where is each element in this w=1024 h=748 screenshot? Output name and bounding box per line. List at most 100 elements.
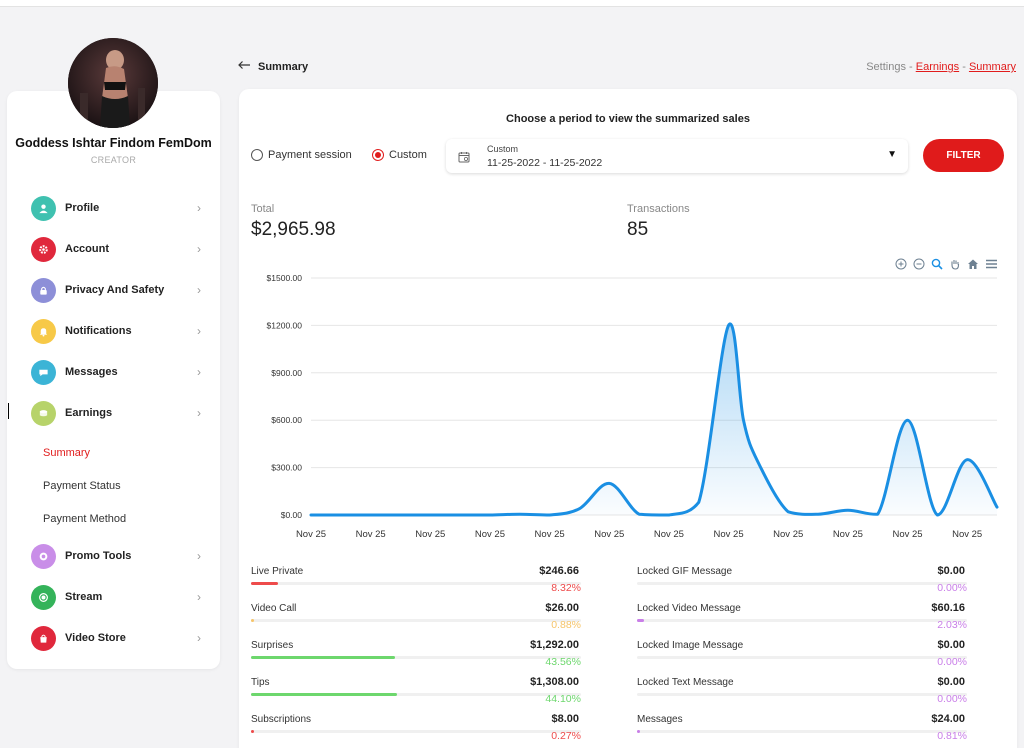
sidebar-item-account[interactable]: Account › bbox=[31, 236, 201, 262]
breakdown-name: Surprises bbox=[251, 640, 294, 651]
period-select[interactable]: Custom 11-25-2022 - 11-25-2022 ▼ bbox=[446, 139, 908, 173]
radio-circle bbox=[372, 149, 384, 161]
x-tick-label: Nov 25 bbox=[892, 529, 922, 540]
x-tick-label: Nov 25 bbox=[415, 529, 445, 540]
breadcrumb-earnings[interactable]: Earnings bbox=[915, 61, 960, 73]
sidebar-item-label: Stream bbox=[65, 591, 103, 603]
breakdown-name: Tips bbox=[251, 677, 270, 688]
chevron-right-icon: › bbox=[197, 365, 201, 379]
sidebar-item-privacy[interactable]: Privacy And Safety › bbox=[31, 277, 201, 303]
breakdown-name: Locked GIF Message bbox=[637, 566, 733, 577]
breakdown-percent: 0.00% bbox=[937, 693, 967, 705]
profile-role: CREATOR bbox=[90, 155, 137, 165]
summary-card: Choose a period to view the summarized s… bbox=[239, 89, 1017, 748]
breadcrumb-separator: - bbox=[959, 61, 969, 73]
avatar[interactable] bbox=[68, 38, 158, 128]
breakdown-fill bbox=[637, 619, 644, 622]
breakdown-track bbox=[637, 693, 967, 696]
radio-custom[interactable]: Custom bbox=[372, 149, 427, 161]
radio-label: Payment session bbox=[268, 149, 352, 161]
breakdown-name: Messages bbox=[637, 714, 683, 725]
breakdown-amount: $1,308.00 bbox=[530, 676, 579, 688]
sidebar-item-label: Profile bbox=[65, 202, 100, 214]
bell-icon bbox=[31, 318, 56, 344]
menu-icon[interactable] bbox=[984, 257, 998, 271]
chevron-right-icon: › bbox=[197, 242, 201, 256]
chevron-right-icon: › bbox=[197, 590, 201, 604]
chevron-right-icon: › bbox=[197, 324, 201, 338]
sidebar-item-stream[interactable]: Stream › bbox=[31, 584, 201, 610]
sidebar-item-promo-tools[interactable]: Promo Tools › bbox=[31, 543, 201, 569]
breakdown-name: Locked Video Message bbox=[637, 603, 741, 614]
user-icon bbox=[31, 195, 56, 221]
breakdown-percent: 0.00% bbox=[937, 656, 967, 668]
breakdown-name: Locked Image Message bbox=[637, 640, 744, 651]
radio-payment-session[interactable]: Payment session bbox=[251, 149, 352, 161]
magnifier-icon[interactable] bbox=[930, 257, 944, 271]
sidebar-item-label: Promo Tools bbox=[65, 550, 132, 562]
zoom-in-icon[interactable] bbox=[894, 257, 908, 271]
series-line bbox=[309, 322, 999, 517]
total-value: $2,965.98 bbox=[251, 219, 336, 240]
breakdown-name: Subscriptions bbox=[251, 714, 312, 725]
y-tick-label: $1200.00 bbox=[267, 320, 303, 330]
radio-label: Custom bbox=[389, 149, 427, 161]
x-tick-label: Nov 25 bbox=[296, 529, 326, 540]
breakdown-name: Video Call bbox=[251, 603, 297, 614]
sidebar-subitem-payment-method[interactable]: Payment Method bbox=[43, 513, 127, 525]
home-icon[interactable] bbox=[966, 257, 980, 271]
zoom-out-icon[interactable] bbox=[912, 257, 926, 271]
x-tick-label: Nov 25 bbox=[714, 529, 744, 540]
breakdown-row: Tips $1,308.00 44.10% bbox=[251, 676, 581, 714]
breakdown-amount: $8.00 bbox=[551, 713, 579, 725]
breadcrumb-settings[interactable]: Settings bbox=[866, 61, 906, 73]
sidebar-item-video-store[interactable]: Video Store › bbox=[31, 625, 201, 651]
sidebar-item-messages[interactable]: Messages › bbox=[31, 359, 201, 385]
page-title: Summary bbox=[258, 61, 309, 73]
y-tick-label: $600.00 bbox=[271, 415, 302, 425]
x-tick-label: Nov 25 bbox=[594, 529, 624, 540]
breakdown-percent: 0.27% bbox=[551, 730, 581, 742]
sidebar-item-notifications[interactable]: Notifications › bbox=[31, 318, 201, 344]
breakdown-fill bbox=[251, 582, 279, 585]
breakdown-percent: 43.56% bbox=[545, 656, 581, 668]
x-tick-label: Nov 25 bbox=[833, 529, 863, 540]
series-area bbox=[311, 323, 997, 515]
breakdown-row: Locked GIF Message $0.00 0.00% bbox=[637, 565, 967, 603]
transactions-label: Transactions bbox=[627, 203, 690, 215]
breadcrumb-summary[interactable]: Summary bbox=[968, 61, 1016, 73]
sidebar-item-earnings[interactable]: Earnings › bbox=[31, 400, 201, 426]
filter-button[interactable]: FILTER bbox=[923, 139, 1004, 172]
chevron-right-icon: › bbox=[197, 201, 201, 215]
breakdown-track bbox=[637, 619, 967, 622]
badge-icon bbox=[31, 543, 56, 569]
breakdown-amount: $0.00 bbox=[937, 639, 965, 651]
breakdown-amount: $1,292.00 bbox=[530, 639, 579, 651]
breakdown-fill bbox=[251, 619, 254, 622]
breakdown-row: Surprises $1,292.00 43.56% bbox=[251, 639, 581, 677]
stream-icon bbox=[31, 584, 56, 610]
pan-hand-icon[interactable] bbox=[948, 257, 962, 271]
breakdown-percent: 0.88% bbox=[551, 619, 581, 631]
lock-icon bbox=[31, 277, 56, 303]
sidebar-item-profile[interactable]: Profile › bbox=[31, 195, 201, 221]
calendar-icon bbox=[458, 150, 470, 168]
chevron-right-icon: › bbox=[197, 549, 201, 563]
x-tick-label: Nov 25 bbox=[952, 529, 982, 540]
x-tick-label: Nov 25 bbox=[773, 529, 803, 540]
total-label: Total bbox=[251, 203, 275, 215]
sidebar-item-label: Account bbox=[65, 243, 109, 255]
x-tick-label: Nov 25 bbox=[475, 529, 505, 540]
breakdown-track bbox=[251, 730, 581, 733]
breakdown-row: Live Private $246.66 8.32% bbox=[251, 565, 581, 603]
breakdown-fill bbox=[251, 656, 395, 659]
sidebar-item-label: Notifications bbox=[65, 325, 132, 337]
breakdown-amount: $24.00 bbox=[931, 713, 965, 725]
sidebar-item-label: Messages bbox=[65, 366, 118, 378]
coins-icon bbox=[31, 400, 56, 426]
breakdown-row: Locked Image Message $0.00 0.00% bbox=[637, 639, 967, 677]
sidebar-subitem-summary[interactable]: Summary bbox=[43, 447, 91, 459]
back-button[interactable] bbox=[237, 58, 251, 73]
breakdown-row: Video Call $26.00 0.88% bbox=[251, 602, 581, 640]
sidebar-subitem-payment-status[interactable]: Payment Status bbox=[43, 480, 121, 492]
